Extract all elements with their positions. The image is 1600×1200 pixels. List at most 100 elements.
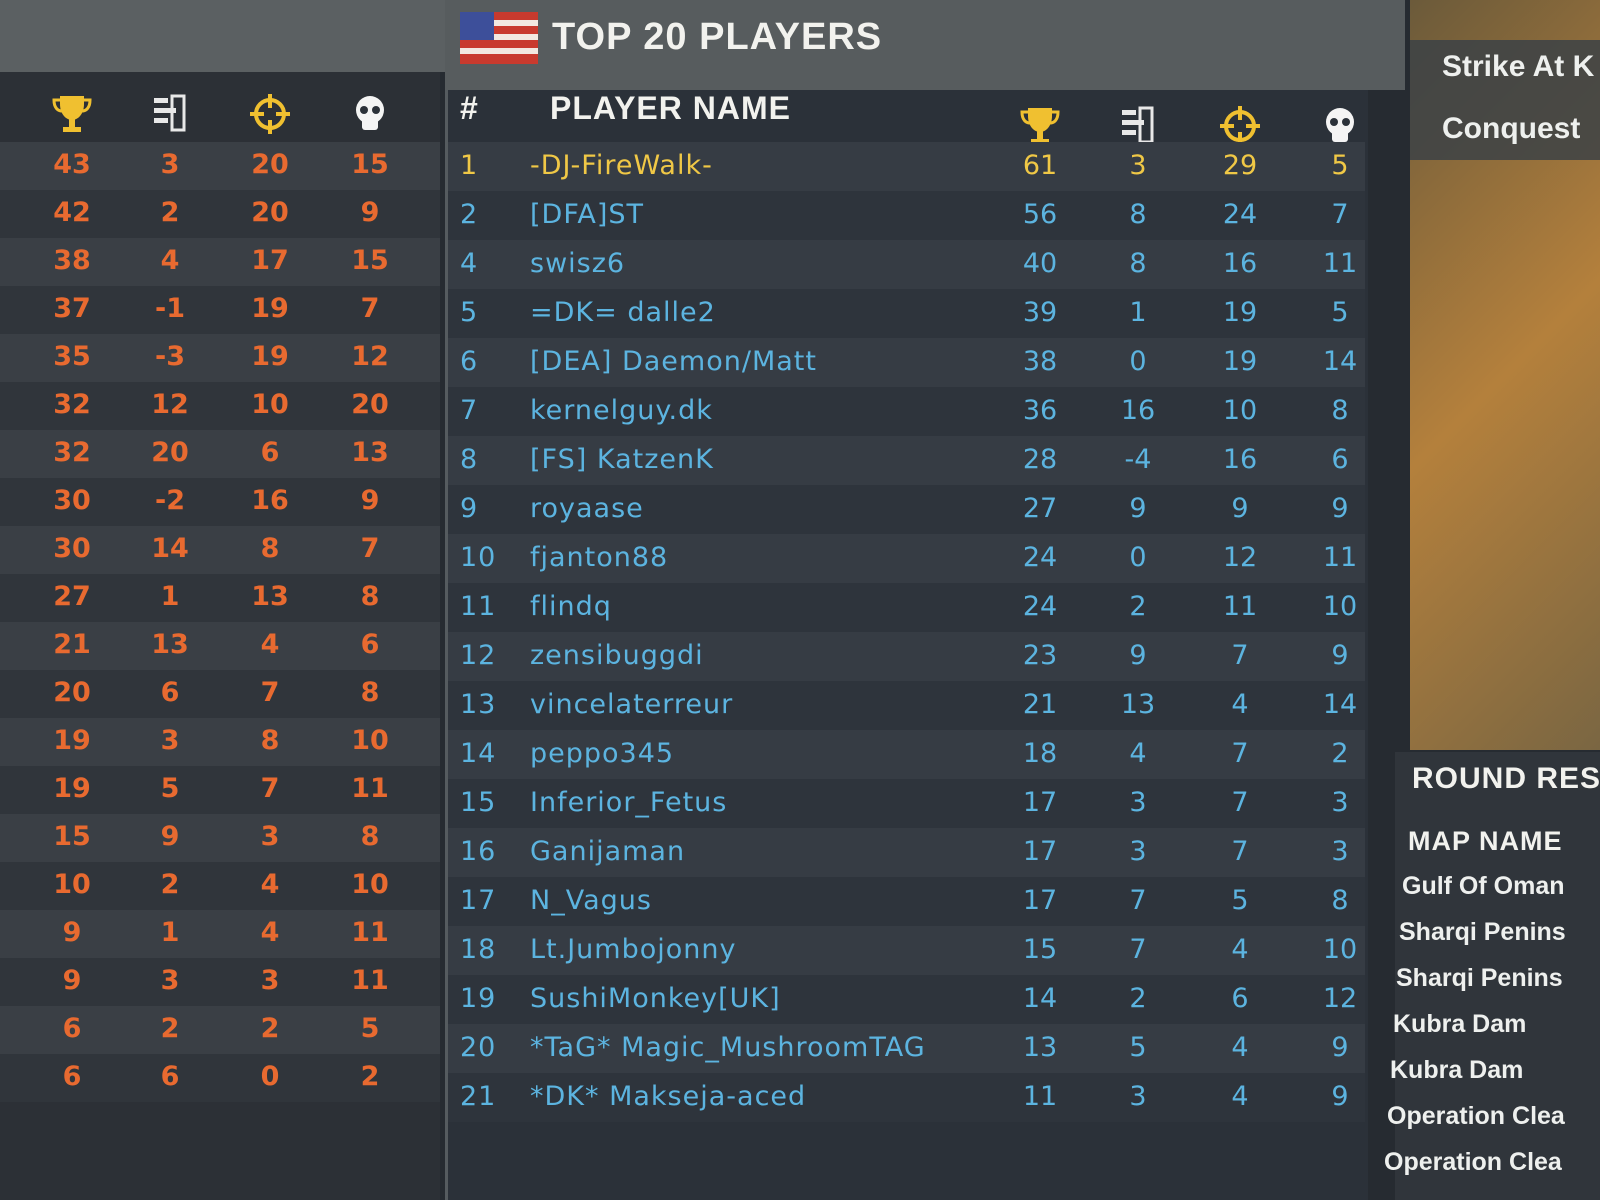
map-name-header: MAP NAME xyxy=(1408,826,1563,856)
stat-value: 2 xyxy=(160,197,180,228)
row-stripe xyxy=(448,191,1365,240)
row-stripe xyxy=(0,190,440,238)
stat-value: 17 xyxy=(1022,836,1058,867)
rank: 16 xyxy=(460,836,497,867)
player-name: Ganijaman xyxy=(530,836,686,867)
row-stripe xyxy=(448,681,1365,730)
player-name: *TaG* Magic_MushroomTAG xyxy=(530,1032,926,1063)
rank: 12 xyxy=(460,640,497,671)
stat-value: 10 xyxy=(1222,395,1258,426)
rank: 13 xyxy=(460,689,497,720)
stat-value: 14 xyxy=(1322,689,1358,720)
rank: 15 xyxy=(460,787,497,818)
stat-value: 20 xyxy=(351,389,389,420)
stat-value: 7 xyxy=(1231,640,1249,671)
game-mode: Conquest xyxy=(1442,112,1581,145)
stat-value: 4 xyxy=(1231,1032,1249,1063)
stat-value: 4 xyxy=(260,869,280,900)
stat-value: 16 xyxy=(1222,444,1258,475)
row-stripe xyxy=(448,632,1365,681)
stat-value: 7 xyxy=(1129,885,1147,916)
stat-value: 12 xyxy=(351,341,389,372)
stat-value: 3 xyxy=(1129,150,1147,181)
stat-value: 3 xyxy=(160,965,180,996)
stat-value: 13 xyxy=(351,437,389,468)
row-stripe xyxy=(448,975,1365,1024)
stat-value: 5 xyxy=(1129,1032,1147,1063)
rank: 8 xyxy=(460,444,479,475)
rank: 6 xyxy=(460,346,479,377)
player-name: zensibuggdi xyxy=(530,640,704,671)
row-stripe xyxy=(0,910,440,958)
player-name: [DEA] Daemon/Matt xyxy=(530,346,817,377)
stat-value: 8 xyxy=(260,533,280,564)
stat-value: 18 xyxy=(1022,738,1058,769)
left-header-bar xyxy=(0,0,445,72)
stat-value: -3 xyxy=(155,341,185,372)
row-stripe xyxy=(448,1073,1365,1122)
map-name: Sharqi Penins xyxy=(1399,918,1566,946)
stat-value: 8 xyxy=(1129,199,1147,230)
stat-value: 3 xyxy=(1129,836,1147,867)
stat-value: 7 xyxy=(360,293,380,324)
stat-value: 20 xyxy=(151,437,189,468)
stat-value: 11 xyxy=(351,917,389,948)
round-results-title: ROUND RESUL xyxy=(1412,762,1600,795)
player-name: SushiMonkey[UK] xyxy=(530,983,781,1014)
stat-value: 32 xyxy=(53,437,91,468)
stat-value: 11 xyxy=(1322,542,1358,573)
trophy-icon xyxy=(52,96,92,132)
stat-value: 3 xyxy=(1129,787,1147,818)
stat-value: 0 xyxy=(1129,542,1147,573)
stat-value: 11 xyxy=(351,773,389,804)
stat-value: 4 xyxy=(260,917,280,948)
row-stripe xyxy=(0,142,440,190)
player-name: -DJ-FireWalk- xyxy=(530,150,713,181)
stat-value: 6 xyxy=(260,437,280,468)
stat-value: 4 xyxy=(160,245,180,276)
stat-value: 6 xyxy=(62,1013,82,1044)
stat-value: 7 xyxy=(1231,787,1249,818)
player-name: Inferior_Fetus xyxy=(530,787,728,818)
stat-value: 7 xyxy=(260,677,280,708)
stat-value: 6 xyxy=(1231,983,1249,1014)
stat-value: 30 xyxy=(53,533,91,564)
stat-value: 9 xyxy=(1331,1032,1349,1063)
stat-value: 5 xyxy=(1331,150,1349,181)
stat-value: 17 xyxy=(1022,787,1058,818)
row-stripe xyxy=(0,382,440,430)
rank: 17 xyxy=(460,885,497,916)
stat-value: -4 xyxy=(1124,444,1152,475)
stat-value: 5 xyxy=(360,1013,380,1044)
player-name: royaase xyxy=(530,493,644,524)
stat-value: 2 xyxy=(160,869,180,900)
stat-value: 17 xyxy=(251,245,289,276)
rank: 9 xyxy=(460,493,479,524)
rank: 10 xyxy=(460,542,497,573)
row-stripe xyxy=(0,766,440,814)
stat-value: 9 xyxy=(1231,493,1249,524)
row-stripe xyxy=(0,670,440,718)
row-stripe xyxy=(0,862,440,910)
stat-value: 7 xyxy=(1331,199,1349,230)
row-stripe xyxy=(0,958,440,1006)
stat-value: 20 xyxy=(53,677,91,708)
stat-value: 12 xyxy=(1222,542,1258,573)
stat-value: 11 xyxy=(1022,1081,1058,1112)
stat-value: 19 xyxy=(53,725,91,756)
stat-value: 15 xyxy=(351,245,389,276)
row-stripe xyxy=(0,478,440,526)
stat-value: 5 xyxy=(1231,885,1249,916)
stat-value: 19 xyxy=(53,773,91,804)
stat-value: 15 xyxy=(1022,934,1058,965)
stat-value: 0 xyxy=(1129,346,1147,377)
skull-icon xyxy=(1326,108,1354,142)
stat-value: 10 xyxy=(351,869,389,900)
stat-value: 61 xyxy=(1022,150,1058,181)
stat-value: 2 xyxy=(260,1013,280,1044)
player-name: vincelaterreur xyxy=(530,689,734,720)
row-stripe xyxy=(0,718,440,766)
stat-value: 1 xyxy=(160,581,180,612)
round-results-panel xyxy=(1395,752,1600,1200)
stat-value: 8 xyxy=(360,821,380,852)
